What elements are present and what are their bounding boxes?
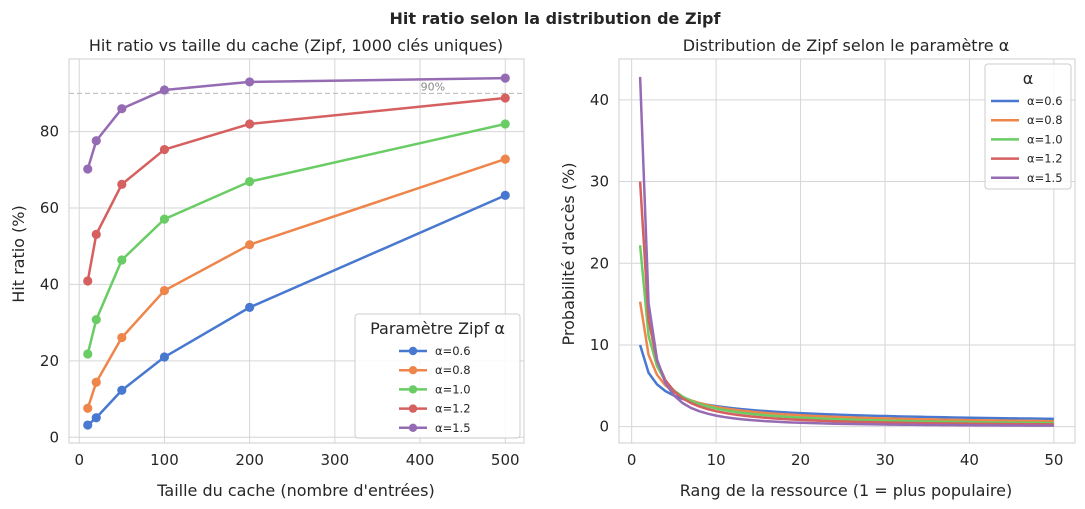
legend-title: α [1023,69,1034,88]
data-point [117,179,127,189]
data-point [83,164,93,174]
data-point [500,119,510,129]
series-line-α=1.5 [638,76,1054,427]
data-point [159,352,170,362]
y-tick-label: 20 [40,352,59,370]
x-tick-label: 100 [150,451,179,469]
data-point [245,119,255,129]
legend-entry-label: α=0.8 [435,363,471,377]
legend-marker [408,423,418,432]
y-tick-label: 20 [590,254,609,272]
data-point [91,314,101,325]
data-point [91,377,101,387]
y-tick-label: 0 [49,428,59,446]
legend-entry-label: α=1.5 [1027,171,1063,185]
x-tick-label: 30 [875,451,894,469]
data-point [117,104,127,114]
zipf-distribution-chart: Distribution de Zipf selon le paramètre … [559,36,1076,500]
legend-box [354,313,521,439]
data-point [117,332,127,343]
data-point [245,302,255,312]
legend-entry-label: α=1.5 [435,421,471,435]
data-point [91,413,101,423]
y-tick-label: 60 [40,199,59,217]
data-point [91,229,101,239]
legend-entry-label: α=0.8 [1027,113,1063,127]
data-point [500,190,510,201]
x-axis-label-rank: Rang de la ressource (1 = plus populaire… [680,481,1012,500]
legend-marker [408,385,418,394]
chart-title-hit-ratio: Hit ratio vs taille du cache (Zipf, 1000… [89,36,503,55]
y-tick-label: 0 [599,418,609,436]
suptitle: Hit ratio selon la distribution de Zipf [390,9,722,28]
series-line-α=0.8 [638,301,1054,423]
series-line-α=1.2 [86,96,506,282]
x-axis-label-cache-size: Taille du cache (nombre d'entrées) [156,481,434,500]
legend-marker [408,346,418,356]
data-point [159,85,170,95]
legend-marker [408,366,418,375]
series-line-α=1.2 [638,181,1054,426]
data-point [500,93,510,103]
y-axis-label-hit-ratio: Hit ratio (%) [9,205,28,303]
y-tick-label: 40 [590,91,609,109]
data-point [500,154,510,164]
legend-title: Paramètre Zipf α [370,319,505,338]
data-point [245,240,255,250]
data-point [500,73,510,83]
x-tick-label: 40 [960,451,979,469]
hit-ratio-chart: Hit ratio vs taille du cache (Zipf, 1000… [9,36,525,500]
x-tick-label: 20 [791,451,810,469]
data-point [245,177,255,187]
x-tick-label: 400 [406,451,435,469]
data-point [159,214,170,224]
x-tick-label: 0 [74,451,84,469]
x-tick-label: 0 [627,451,637,469]
y-tick-label: 30 [590,173,609,191]
reference-line-label: 90% [421,80,445,93]
data-point [83,276,93,286]
data-point [91,136,101,146]
y-tick-label: 80 [40,123,59,141]
legend-entry-label: α=1.0 [435,382,471,396]
series-line-α=1.5 [86,76,506,170]
data-point [83,403,93,413]
x-tick-label: 50 [1044,451,1063,469]
data-point [117,385,127,395]
x-tick-label: 10 [707,451,726,469]
series-line-α=1.0 [86,122,506,355]
y-tick-label: 40 [40,275,59,293]
data-point [245,77,255,87]
data-point [117,255,127,265]
x-tick-label: 300 [321,451,350,469]
data-point [159,285,170,296]
x-tick-label: 200 [235,451,264,469]
plot-frame [618,58,1076,444]
data-point [83,420,93,430]
plot-frame [68,58,525,444]
legend-entry-label: α=0.6 [435,344,471,358]
y-tick-label: 10 [590,336,609,354]
legend-entry-label: α=1.2 [1027,152,1063,166]
legend-marker [408,404,418,413]
x-tick-label: 500 [491,451,520,469]
chart-title-zipf-distribution: Distribution de Zipf selon le paramètre … [683,36,1010,55]
legend-entry-label: α=1.2 [435,402,471,416]
data-point [83,349,93,359]
legend-entry-label: α=1.0 [1027,132,1063,146]
series-line-α=1.0 [638,245,1054,425]
legend-entry-label: α=0.6 [1027,94,1063,108]
y-axis-label-probability: Probabilité d'accès (%) [559,163,578,346]
data-point [159,144,170,155]
